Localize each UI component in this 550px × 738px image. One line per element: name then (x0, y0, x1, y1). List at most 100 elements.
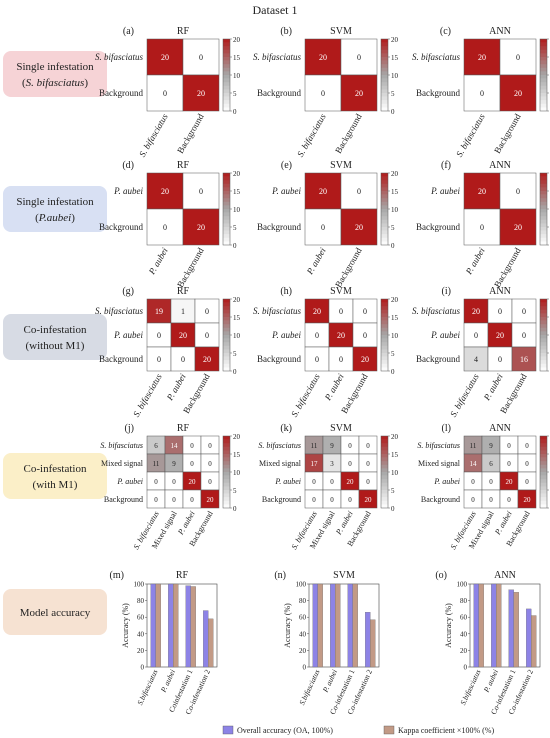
colorbar-segment (381, 317, 388, 321)
cell-value: 9 (172, 460, 176, 468)
bar (312, 583, 318, 668)
x-tick-label: S. bifasciatus (131, 372, 164, 419)
y-tick-label: 80 (299, 597, 307, 605)
y-tick-label: 0 (141, 664, 145, 672)
colorbar-segment (540, 436, 547, 440)
colorbar-segment (223, 57, 230, 61)
colorbar-segment (223, 53, 230, 58)
cell-value: 3 (330, 460, 334, 468)
colorbar-tick-label: 20 (233, 433, 241, 441)
colorbar-segment (223, 504, 230, 509)
colorbar-segment (381, 367, 388, 372)
colorbar-segment (381, 349, 388, 354)
cell-value: 20 (514, 223, 522, 232)
cell-value: 0 (525, 442, 529, 450)
heatmap-cell (304, 172, 342, 210)
panel-l: (l) ANN 11 9 0 0 14 6 0 0 0 0 20 0 0 0 0 20 S. bifasciatus… (417, 423, 549, 551)
colorbar-segment (381, 482, 388, 487)
colorbar-segment (223, 450, 230, 455)
colorbar-segment (223, 234, 230, 239)
y-tick-label: Background (416, 88, 460, 98)
colorbar-tick-label: 15 (233, 54, 241, 62)
colorbar-segment (223, 194, 230, 199)
bar (168, 583, 174, 668)
y-tick-label: Background (416, 354, 460, 364)
colorbar-segment (223, 482, 230, 487)
colorbar-tick-label: 15 (391, 188, 399, 196)
heatmap-cell (340, 38, 378, 76)
cell-value: 20 (472, 307, 480, 316)
colorbar-segment (223, 71, 230, 76)
panel-n: (n) SVM 0 20 40 60 80 100 Accuracy (%) S.bifascia… (274, 570, 380, 716)
bar (190, 586, 196, 668)
row-label-box (3, 186, 107, 232)
colorbar-segment (540, 107, 547, 112)
colorbar-segment (540, 317, 547, 321)
heatmap-cell (146, 346, 172, 372)
bar (370, 619, 376, 668)
heatmap-cell (352, 322, 378, 348)
row-label-text: (S. bifasciatus) (22, 77, 88, 89)
colorbar-tick-label: 15 (391, 54, 399, 62)
x-tick-label: P. aubei (320, 668, 339, 694)
cell-value: 0 (525, 460, 529, 468)
colorbar-segment (223, 180, 230, 185)
cell-value: 0 (525, 478, 529, 486)
colorbar-segment (223, 85, 230, 90)
colorbar-segment (540, 464, 547, 469)
panel-label: (m) (110, 570, 124, 581)
cell-value: 0 (330, 496, 334, 504)
colorbar-tick-label: 0 (391, 242, 395, 250)
cell-value: 0 (190, 496, 194, 504)
colorbar-segment (223, 205, 230, 210)
x-tick-label: S. bifasciatus (289, 372, 322, 419)
bar (513, 592, 519, 668)
heatmap-cell (487, 322, 513, 348)
bar (150, 583, 156, 668)
panel-j: (j) RF6 14 0 011 9 0 00 0 20 00 0 0 20S. bifasciatusS… (100, 423, 240, 551)
cell-value: 0 (208, 442, 212, 450)
colorbar-segment (381, 237, 388, 242)
row-label-text: Model accuracy (20, 607, 91, 619)
panel-h: (h) SVM 20 0 0 0 20 0 0 0 20 S. bifasciatus S. bifas… (253, 286, 399, 419)
colorbar-segment (540, 356, 547, 361)
colorbar-tick-label: 15 (233, 188, 241, 196)
cell-value: 0 (516, 187, 520, 196)
y-tick-label: S. bifasciatus (253, 52, 301, 62)
colorbar-segment (540, 219, 547, 224)
colorbar-segment (540, 183, 547, 188)
colorbar-tick-label: 10 (233, 469, 241, 477)
cell-value: 0 (199, 187, 203, 196)
colorbar-segment (381, 504, 388, 509)
x-tick-label: Background (175, 112, 206, 156)
cell-value: 0 (157, 355, 161, 364)
colorbar-segment (381, 78, 388, 83)
legend-label: Kappa coefficient ×100% (%) (398, 726, 494, 735)
colorbar-segment (223, 367, 230, 372)
panel-label: (f) (441, 160, 451, 171)
colorbar-segment (381, 457, 388, 462)
cell-value: 0 (507, 460, 511, 468)
colorbar-segment (540, 439, 547, 444)
colorbar-tick-label: 0 (391, 108, 395, 116)
panel-k: (k) SVM 11 9 0 0 17 3 0 0 0 0 20 0 0 0 0 20 S. bifasciatus… (258, 423, 398, 551)
colorbar-segment (540, 93, 547, 97)
colorbar-segment (223, 439, 230, 444)
x-tick-label: P. aubei (158, 668, 177, 694)
y-tick-label: 0 (464, 664, 468, 672)
x-tick-label: P. aubei (322, 372, 346, 403)
panel-title: RF (176, 570, 189, 581)
cell-value: 0 (321, 223, 325, 232)
cell-value: 0 (208, 478, 212, 486)
x-tick-label: Background (333, 112, 364, 156)
panel-label: (a) (123, 26, 134, 37)
colorbar-tick-label: 20 (391, 433, 399, 441)
colorbar-segment (540, 504, 547, 509)
colorbar-segment (381, 356, 388, 361)
row-label-text: (P.aubei) (35, 212, 75, 224)
cell-value: 14 (470, 460, 478, 468)
colorbar-segment (540, 71, 547, 76)
colorbar-segment (381, 39, 388, 43)
heatmap-cell (358, 489, 378, 509)
colorbar-segment (381, 227, 388, 231)
